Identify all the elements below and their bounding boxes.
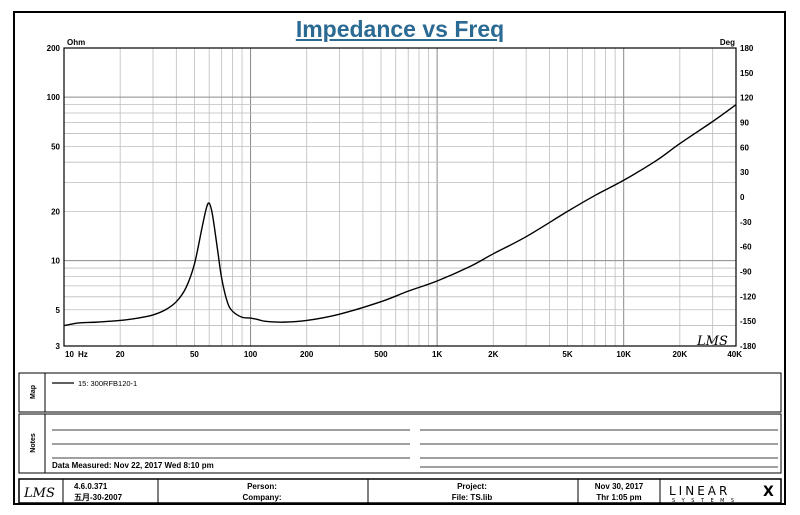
y-tick-label: 50: [51, 142, 60, 151]
footer-box: [18, 478, 782, 504]
y-right-tick-label: -30: [740, 218, 752, 227]
legend-entry: 15: 300RFB120-1: [78, 379, 137, 388]
y-right-tick-label: 60: [740, 143, 749, 152]
plot-area: [63, 47, 737, 347]
y-tick-labels: 200 100 50 20 10 5 3: [47, 44, 61, 351]
y-right-tick-label: 120: [740, 94, 754, 103]
y-right-tick-label: -60: [740, 243, 752, 252]
y-right-tick-label: -120: [740, 292, 757, 301]
map-side-label: Map: [30, 385, 37, 399]
impedance-series-line: [63, 104, 737, 327]
plot-grid: [63, 47, 737, 347]
y-left-unit: Ohm: [67, 38, 85, 47]
x-tick-label: 50: [190, 350, 199, 359]
series-lines: [63, 104, 737, 327]
data-measured-text: Data Measured: Nov 22, 2017 Wed 8:10 pm: [52, 461, 214, 470]
company-label: Company:: [242, 493, 281, 502]
brand-x: X: [763, 484, 774, 500]
x-tick-label: 10: [65, 350, 74, 359]
y-tick-label: 3: [56, 342, 61, 351]
x-tick-label: 20K: [672, 350, 687, 359]
x-tick-labels: 10 20 50 100 200 500 1K 2K 5K 10K 20K 40K: [65, 350, 742, 359]
y-right-tick-label: 90: [740, 119, 749, 128]
notes-lines: [52, 429, 778, 468]
y-right-tick-label: 180: [740, 44, 754, 53]
footer-date: Nov 30, 2017: [595, 482, 644, 491]
y-right-tick-label: 150: [740, 69, 754, 78]
y-right-tick-label: -90: [740, 268, 752, 277]
version-text: 4.6.0.371: [74, 482, 108, 491]
x-tick-label: 20: [116, 350, 125, 359]
chart-title: Impedance vs Freq: [295, 16, 505, 42]
y-right-tick-labels: 180 150 120 90 60 30 0 -30 -60 -90 -120 -150 -180: [740, 44, 757, 351]
x-tick-label: 5K: [562, 350, 572, 359]
person-label: Person:: [247, 482, 277, 491]
y-tick-label: 10: [51, 257, 60, 266]
brand-bottom: SYSTEMS: [672, 498, 741, 504]
footer-time: Thr 1:05 pm: [596, 493, 641, 502]
watermark-logo: LMS: [696, 334, 728, 349]
y-right-tick-label: -150: [740, 317, 757, 326]
x-tick-label: 40K: [727, 350, 742, 359]
file-label: File: TS.lib: [452, 493, 493, 502]
y-tick-label: 200: [47, 44, 61, 53]
x-tick-label: 10K: [616, 350, 631, 359]
notes-side-label: Notes: [30, 433, 37, 453]
y-right-tick-label: 30: [740, 168, 749, 177]
map-panel: [18, 372, 782, 413]
x-tick-label: 2K: [488, 350, 498, 359]
y-right-tick-label: -180: [740, 342, 757, 351]
y-tick-label: 20: [51, 207, 60, 216]
y-tick-label: 5: [56, 306, 61, 315]
y-right-tick-label: 0: [740, 193, 745, 202]
version-date-text: 五月-30-2007: [74, 493, 123, 502]
y-right-unit: Deg: [720, 38, 735, 47]
outer-frame: [13, 11, 786, 505]
project-label: Project:: [457, 482, 487, 491]
brand-top: LINEAR: [669, 484, 730, 498]
x-unit-label: Hz: [78, 350, 88, 359]
x-tick-label: 100: [244, 350, 258, 359]
x-tick-label: 500: [374, 350, 388, 359]
y-tick-label: 100: [47, 93, 61, 102]
footer-logo: LMS: [23, 486, 55, 501]
x-tick-label: 1K: [432, 350, 442, 359]
x-tick-label: 200: [300, 350, 314, 359]
notes-panel: [18, 413, 782, 474]
